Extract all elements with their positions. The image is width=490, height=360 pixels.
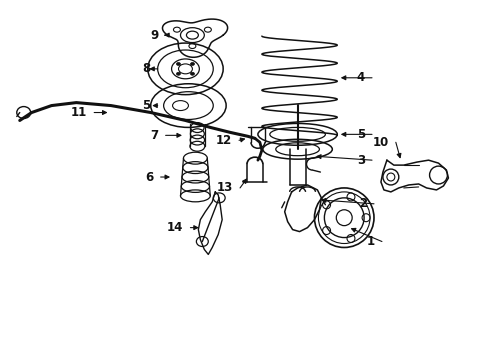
Ellipse shape <box>176 63 180 66</box>
Ellipse shape <box>191 63 195 66</box>
Text: 9: 9 <box>150 29 159 42</box>
Text: 14: 14 <box>167 221 183 234</box>
Ellipse shape <box>191 72 195 75</box>
Text: 10: 10 <box>372 136 389 149</box>
Text: 7: 7 <box>150 129 159 142</box>
Text: 6: 6 <box>146 171 154 184</box>
Text: 4: 4 <box>357 71 365 84</box>
Text: 5: 5 <box>357 128 365 141</box>
Ellipse shape <box>176 72 180 75</box>
Text: 1: 1 <box>367 235 375 248</box>
Text: 5: 5 <box>143 99 151 112</box>
Text: 13: 13 <box>217 181 233 194</box>
Text: 11: 11 <box>71 106 87 119</box>
Text: 12: 12 <box>216 134 232 147</box>
Text: 3: 3 <box>357 154 365 167</box>
Text: 2: 2 <box>359 197 367 210</box>
Text: 8: 8 <box>143 62 151 75</box>
